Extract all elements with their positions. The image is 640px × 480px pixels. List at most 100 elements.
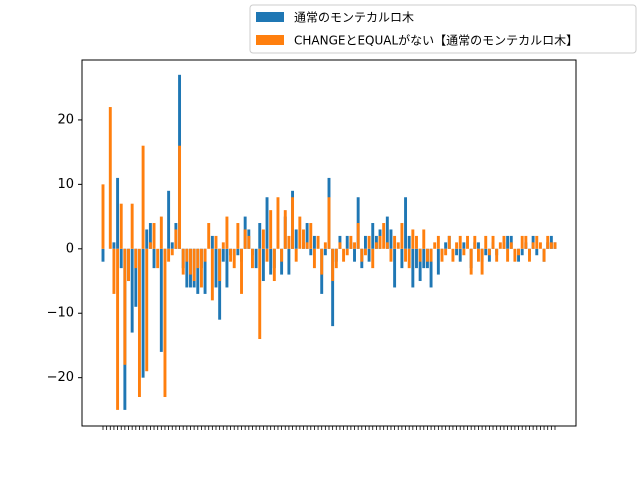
bar: [396, 242, 400, 249]
bar: [323, 248, 327, 256]
bar: [294, 229, 298, 249]
bar: [451, 248, 455, 262]
bar: [455, 242, 459, 249]
bar: [112, 248, 116, 294]
bar: [152, 223, 156, 249]
bar: [389, 248, 393, 262]
bar: [272, 248, 276, 282]
bar: [156, 248, 160, 269]
bar: [101, 184, 105, 249]
bar: [535, 248, 539, 256]
bar: [458, 235, 462, 249]
bar: [174, 229, 178, 249]
bar: [269, 248, 273, 275]
bar: [116, 248, 120, 410]
bar: [520, 248, 524, 256]
bar: [400, 248, 404, 269]
bar: [487, 248, 491, 256]
bar: [466, 235, 469, 249]
bar: [429, 248, 433, 288]
y-tick-label: 20: [57, 112, 74, 127]
bar: [331, 248, 335, 282]
bar: [196, 248, 200, 294]
bar: [382, 223, 386, 249]
bar: [141, 145, 145, 249]
bar: [400, 223, 404, 249]
bar: [484, 235, 488, 249]
bar: [436, 235, 440, 249]
bar: [309, 223, 313, 249]
bar: [192, 248, 196, 282]
bar: [116, 177, 120, 249]
bar: [476, 248, 480, 262]
bar: [349, 235, 353, 249]
bar: [506, 235, 510, 249]
bar: [367, 235, 371, 249]
bar: [338, 242, 342, 249]
bar: [542, 248, 546, 262]
bar: [298, 216, 302, 249]
bar: [145, 248, 149, 372]
bar: [167, 190, 171, 249]
bar: [196, 248, 200, 269]
bar: [163, 248, 167, 398]
bar: [148, 223, 152, 249]
bar: [356, 223, 360, 249]
bar: [513, 248, 517, 262]
bar: [415, 235, 418, 249]
bar: [127, 248, 130, 282]
bar: [436, 248, 440, 275]
bar: [455, 248, 459, 256]
bar: [342, 248, 346, 262]
bar: [462, 242, 466, 249]
bar: [411, 229, 415, 249]
bar: [334, 248, 338, 269]
bar: [291, 197, 295, 249]
bar: [531, 242, 535, 249]
bar: [320, 248, 324, 275]
bar: [353, 242, 356, 249]
bar: [203, 248, 207, 294]
bar: [509, 242, 513, 249]
bar: [261, 248, 265, 282]
bar: [393, 248, 397, 288]
bar: [393, 235, 397, 249]
y-tick-label: −20: [47, 370, 74, 385]
bar: [229, 248, 233, 262]
bar: [221, 242, 225, 249]
bar: [517, 248, 521, 256]
bar: [553, 242, 557, 249]
bar: [345, 248, 349, 256]
bar: [404, 248, 408, 262]
bar: [214, 235, 218, 249]
bar: [185, 248, 189, 262]
bar: [119, 203, 123, 249]
bar: [269, 210, 273, 249]
bar: [276, 197, 280, 249]
bar: [167, 248, 171, 262]
bar: [159, 248, 163, 352]
bar: [170, 242, 174, 249]
bar: [404, 197, 408, 249]
bar: [305, 242, 309, 249]
bar: [207, 223, 211, 249]
bar: [327, 197, 331, 249]
bar: [148, 242, 152, 249]
bar: [203, 248, 207, 262]
bar: [170, 248, 174, 256]
bar: [360, 248, 364, 262]
y-tick-label: 10: [57, 177, 74, 192]
bar: [331, 248, 335, 327]
bar: [458, 248, 462, 262]
bar: [444, 248, 448, 256]
bar: [280, 248, 284, 262]
bar: [444, 242, 448, 249]
bar: [418, 248, 422, 282]
bar: [130, 248, 134, 333]
bar: [480, 248, 484, 275]
bar: [546, 235, 550, 249]
bar: [312, 235, 316, 249]
bar: [305, 223, 309, 249]
bar: [363, 248, 367, 256]
bar: [520, 235, 524, 249]
